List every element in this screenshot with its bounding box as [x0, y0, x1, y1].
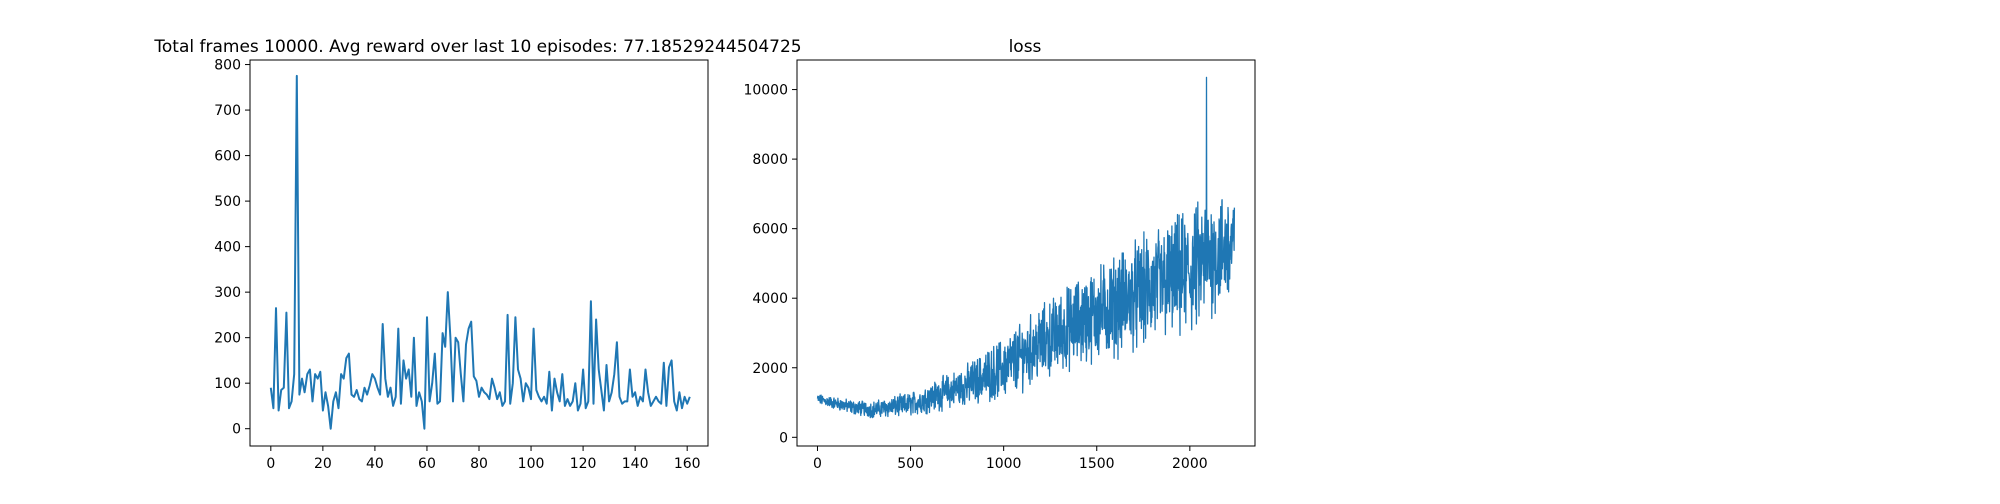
reward-x-tick-label: 100	[518, 456, 545, 472]
reward-plot-frame	[249, 59, 709, 447]
loss-y-tick-label: 2000	[752, 361, 788, 377]
loss-x-tick-label: 2000	[1172, 456, 1208, 472]
loss-x-axis: 0 500 1000 1500 2000	[813, 446, 1208, 472]
reward-y-axis: 0 100 200 300 400 500 600 700 800	[214, 58, 250, 438]
loss-chart-title: loss	[1009, 37, 1042, 57]
reward-y-tick-label: 300	[214, 285, 241, 301]
loss-x-tick-label: 500	[897, 456, 924, 472]
reward-x-tick-label: 80	[470, 456, 488, 472]
loss-y-tick-label: 10000	[743, 83, 788, 99]
reward-series-line	[269, 74, 691, 430]
reward-y-tick-label: 200	[214, 331, 241, 347]
loss-x-tick-label: 1000	[986, 456, 1022, 472]
loss-y-tick-label: 6000	[752, 222, 788, 238]
reward-y-tick-label: 100	[214, 376, 241, 392]
reward-x-tick-label: 160	[674, 456, 701, 472]
reward-x-tick-label: 40	[366, 456, 384, 472]
reward-x-tick-label: 60	[418, 456, 436, 472]
loss-x-tick-label: 1500	[1079, 456, 1115, 472]
reward-chart: Total frames 10000. Avg reward over last…	[153, 37, 801, 472]
reward-y-tick-label: 400	[214, 240, 241, 256]
reward-x-tick-label: 140	[622, 456, 649, 472]
loss-series-line	[816, 76, 1236, 419]
reward-x-axis: 0 20 40 60 80 100 120 140 160	[266, 446, 701, 472]
loss-x-tick-label: 0	[813, 456, 822, 472]
loss-y-tick-label: 8000	[752, 152, 788, 168]
reward-y-tick-label: 500	[214, 194, 241, 210]
reward-y-tick-label: 600	[214, 149, 241, 165]
reward-y-tick-label: 0	[232, 422, 241, 438]
loss-plot-frame	[796, 59, 1256, 447]
reward-x-tick-label: 0	[266, 456, 275, 472]
reward-chart-title: Total frames 10000. Avg reward over last…	[153, 37, 801, 57]
loss-chart: loss 0 500 1000 1500 2000 0 2000 4000 6000 8000 1…	[743, 37, 1256, 472]
loss-y-tick-label: 4000	[752, 291, 788, 307]
loss-y-tick-label: 0	[779, 430, 788, 446]
reward-y-tick-label: 700	[214, 103, 241, 119]
loss-y-axis: 0 2000 4000 6000 8000 10000	[743, 83, 797, 446]
reward-y-tick-label: 800	[214, 58, 241, 74]
reward-x-tick-label: 120	[570, 456, 597, 472]
reward-x-tick-label: 20	[314, 456, 332, 472]
